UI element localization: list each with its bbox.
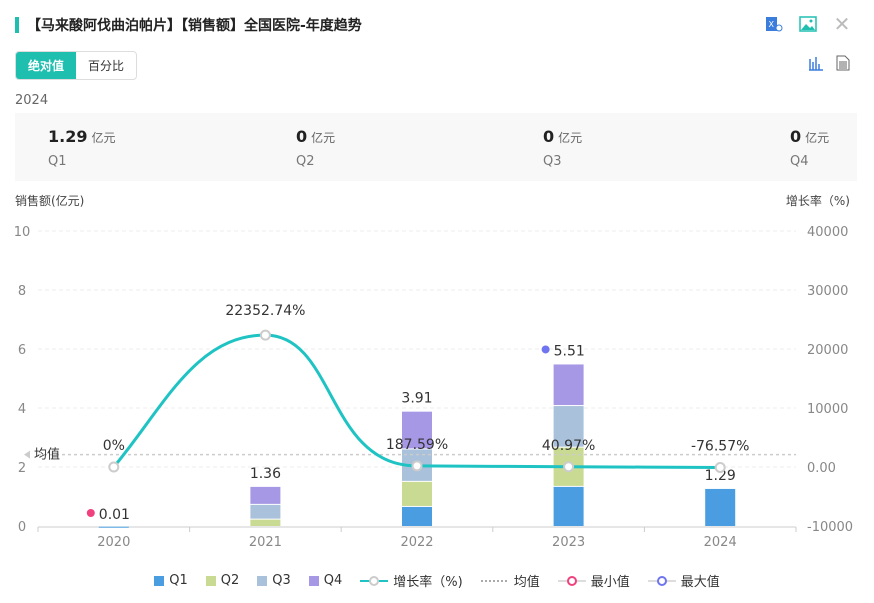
max-point-icon	[541, 345, 550, 354]
legend-min[interactable]: 最小值	[557, 571, 630, 590]
quarter-summary: 1.29 亿元 Q1 0 亿元 Q2 0 亿元 Q3 0 亿元 Q4	[15, 113, 857, 181]
y2-tick-label: 10000	[807, 402, 848, 417]
bar-q4-2023	[553, 364, 584, 406]
x-tick-label: 2024	[704, 535, 737, 550]
kpi-label: Q1	[48, 154, 67, 169]
kpi-unit: 亿元	[91, 131, 116, 145]
growth-label: 22352.74%	[225, 303, 305, 319]
mean-marker-icon	[24, 450, 30, 459]
bar-total-label: 1.36	[250, 466, 281, 482]
y-tick-label: 2	[18, 461, 26, 476]
bar-q3-2021	[250, 504, 281, 519]
value-mode-toggle: 绝对值 百分比	[15, 51, 138, 80]
excel-export-icon[interactable]: X	[764, 14, 784, 34]
page-title: 【马来酸阿伐曲泊帕片】【销售额】全国医院-年度趋势	[27, 18, 362, 34]
kpi-label: Q4	[790, 154, 809, 169]
percent-tab[interactable]: 百分比	[88, 59, 125, 73]
legend-q3[interactable]: Q3	[257, 573, 291, 588]
legend-max[interactable]: 最大值	[647, 571, 720, 590]
legend-label: 最小值	[590, 575, 630, 590]
summary-year: 2024	[15, 93, 49, 108]
y-tick-label: 4	[18, 402, 26, 417]
kpi-unit: 亿元	[558, 131, 583, 145]
legend-q2[interactable]: Q2	[205, 573, 240, 588]
legend-mean[interactable]: 均值	[480, 571, 540, 590]
kpi-unit: 亿元	[311, 131, 336, 145]
chart-canvas: 0 2 4 6 8 10 -10000 0.00 10000 20000 30000 40000 202…	[14, 225, 853, 550]
y2-axis-title: 增长率（%)	[785, 194, 850, 208]
svg-text:X: X	[769, 20, 775, 29]
legend-label: 增长率（%)	[393, 575, 463, 590]
y2-tick-label: 0.00	[807, 461, 836, 476]
bar-q4-2021	[250, 486, 281, 504]
mean-label: 均值	[34, 447, 60, 463]
bar-total-label: 3.91	[401, 391, 432, 407]
y2-tick-label: 30000	[807, 284, 848, 299]
y-tick-label: 8	[18, 284, 26, 299]
close-icon[interactable]: ✕	[833, 12, 851, 36]
growth-point	[563, 461, 575, 473]
x-tick-label: 2022	[400, 535, 433, 550]
growth-label: -76.57%	[691, 438, 749, 454]
legend-label: 最大值	[680, 575, 720, 590]
legend-label: Q3	[272, 573, 291, 588]
kpi-unit: 亿元	[805, 131, 830, 145]
x-tick-label: 2023	[552, 535, 585, 550]
bar-q1-2022	[402, 506, 432, 526]
kpi-value: 0	[296, 127, 308, 146]
bar-q1-2024	[705, 488, 736, 526]
bar-q3-2023	[553, 406, 584, 447]
kpi-label: Q2	[296, 154, 315, 169]
bar-q2-2021	[250, 519, 281, 526]
y2-tick-label: 20000	[807, 343, 848, 358]
absolute-value-tab[interactable]: 绝对值	[16, 52, 77, 79]
bar-q1-2023	[553, 486, 584, 526]
kpi-value: 0	[543, 127, 555, 146]
growth-point	[259, 329, 271, 341]
growth-label: 40.97%	[542, 438, 595, 454]
growth-point	[714, 461, 726, 473]
kpi-q2: 0 亿元 Q2	[296, 127, 335, 169]
y-tick-label: 0	[18, 520, 26, 535]
legend-growth[interactable]: 增长率（%)	[360, 571, 463, 590]
min-point-icon	[86, 509, 95, 517]
y-tick-label: 10	[14, 225, 31, 240]
image-export-icon[interactable]	[798, 14, 818, 34]
growth-label: 0%	[103, 438, 125, 454]
legend-label: Q4	[323, 573, 343, 588]
legend: Q1 Q2 Q3 Q4 增长率（%) 均值 最小值 最大值	[0, 571, 874, 590]
title-accent	[15, 17, 19, 33]
y-tick-label: 6	[18, 343, 26, 358]
growth-point	[411, 460, 423, 472]
growth-label: 187.59%	[386, 437, 448, 453]
max-value-label: 5.51	[554, 343, 585, 359]
kpi-value: 0	[790, 127, 802, 146]
kpi-label: Q3	[543, 154, 562, 169]
y-axis-title: 销售额(亿元)	[15, 194, 85, 208]
legend-q1[interactable]: Q1	[154, 573, 188, 588]
legend-label: Q1	[169, 573, 188, 588]
legend-label: 均值	[513, 575, 540, 590]
legend-q4[interactable]: Q4	[308, 573, 343, 588]
min-value-label: 0.01	[99, 507, 130, 523]
kpi-value: 1.29	[48, 127, 88, 146]
y2-tick-label: -10000	[807, 520, 853, 535]
bar-chart-icon[interactable]	[808, 55, 824, 75]
kpi-q4: 0 亿元 Q4	[790, 127, 829, 169]
title-bar: 【马来酸阿伐曲泊帕片】【销售额】全国医院-年度趋势	[15, 15, 362, 35]
bar-q4-2022	[402, 411, 432, 449]
legend-label: Q2	[220, 573, 240, 588]
y2-tick-label: 40000	[807, 225, 848, 240]
kpi-q3: 0 亿元 Q3	[543, 127, 582, 169]
growth-point	[108, 461, 120, 473]
kpi-q1: 1.29 亿元 Q1	[48, 127, 116, 169]
bar-q1-2020	[98, 526, 129, 528]
bar-total-label: 1.29	[705, 468, 736, 484]
x-tick-label: 2021	[249, 535, 282, 550]
bar-q2-2022	[402, 481, 432, 506]
growth-line	[112, 333, 721, 469]
x-tick-label: 2020	[97, 535, 130, 550]
document-icon[interactable]	[836, 55, 850, 75]
